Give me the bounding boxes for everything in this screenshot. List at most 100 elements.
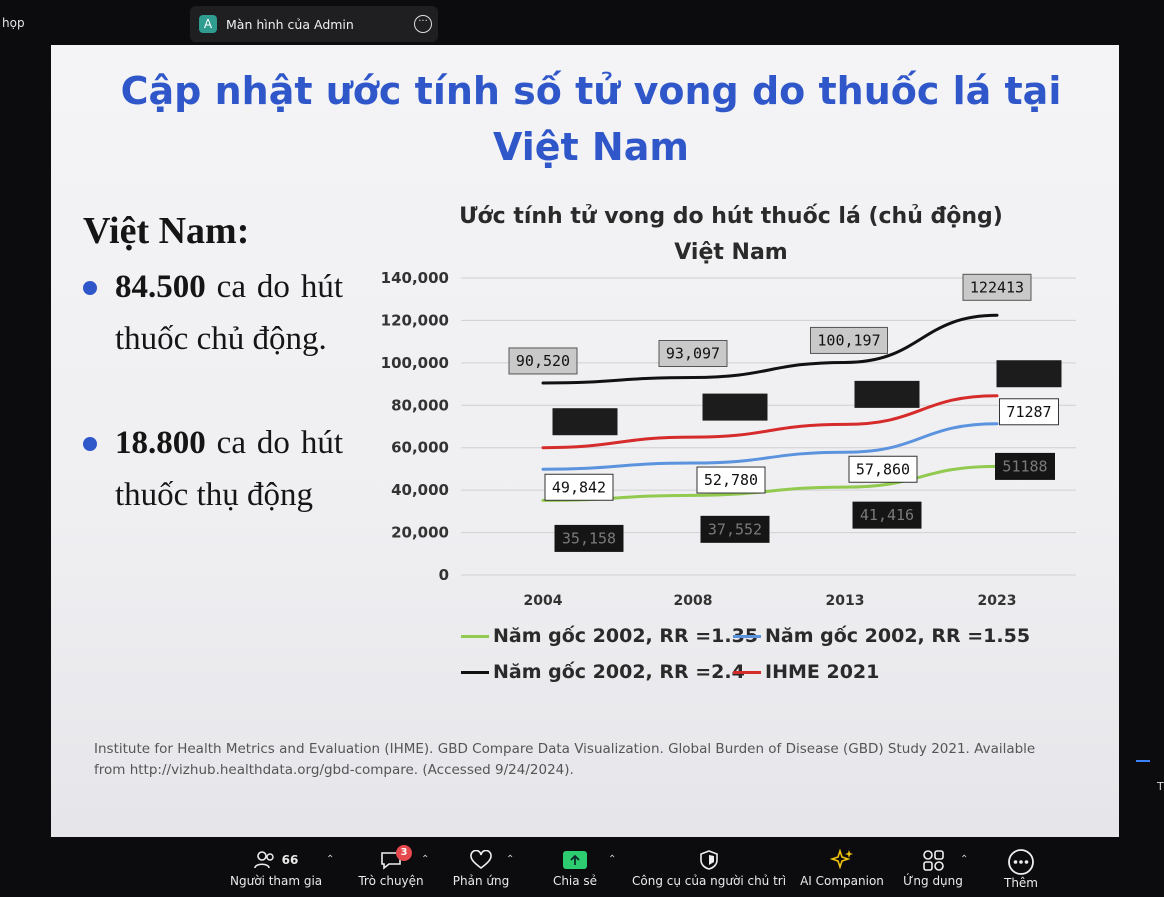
share-screen-icon xyxy=(563,851,587,869)
data-label: 100,197 xyxy=(817,331,880,349)
meeting-title-fragment: họp xyxy=(2,16,25,30)
data-label: 41,416 xyxy=(860,506,914,524)
bullet-dot-icon xyxy=(83,437,97,451)
chart-title: Ước tính tử vong do hút thuốc lá (chủ độ… xyxy=(431,199,1031,271)
bullet-dot-icon xyxy=(83,281,97,295)
citation-line2: from http://vizhub.healthdata.org/gbd-co… xyxy=(94,762,574,778)
reactions-button[interactable]: Phản ứng xyxy=(446,846,516,888)
x-tick-label: 2023 xyxy=(978,593,1017,609)
data-label: 37,552 xyxy=(708,520,762,538)
y-tick-label: 120,000 xyxy=(381,311,449,329)
legend-label: Năm gốc 2002, RR =1.55 xyxy=(765,625,1031,647)
chat-label: Trò chuyện xyxy=(358,874,424,888)
data-label-box xyxy=(552,408,618,436)
legend-item-rr135: Năm gốc 2002, RR =1.35 xyxy=(461,625,758,647)
bullet-active-smoking: 84.500 ca do hút thuốc chủ động. xyxy=(83,261,343,365)
host-tools-button[interactable]: Công cụ của người chủ trì xyxy=(632,846,786,888)
bullet-number: 84.500 xyxy=(115,269,206,305)
shield-icon xyxy=(700,850,718,870)
apps-icon xyxy=(923,850,944,871)
bullet-number: 18.800 xyxy=(115,425,206,461)
data-label-box xyxy=(996,360,1062,388)
data-label-box xyxy=(810,326,888,354)
reactions-caret-icon[interactable]: ⌃ xyxy=(506,854,515,865)
data-label: 57,860 xyxy=(856,460,910,478)
data-label-box xyxy=(702,393,768,421)
reactions-label: Phản ứng xyxy=(452,874,510,888)
legend-label: Năm gốc 2002, RR =1.35 xyxy=(493,625,759,647)
slide-title-line1: Cập nhật ước tính số tử vong do thuốc lá… xyxy=(120,69,1062,113)
participants-label: Người tham gia xyxy=(230,874,323,888)
bullet-text: ca do hút thuốc thụ động xyxy=(115,425,343,513)
line-chart: 0 20,000 40,000 60,000 80,000 100,000 120,000 1… xyxy=(381,269,1076,609)
slide-title: Cập nhật ước tính số tử vong do thuốc lá… xyxy=(111,63,1071,175)
data-label-box xyxy=(696,466,766,494)
slide-title-line2: Việt Nam xyxy=(493,125,689,169)
share-screen-label: Chia sẻ xyxy=(552,874,598,888)
data-label-box xyxy=(544,473,614,501)
legend-swatch xyxy=(733,634,761,638)
participants-button[interactable]: 66 Người tham gia xyxy=(230,846,322,888)
apps-label: Ứng dụng xyxy=(903,874,963,888)
sparkle-icon xyxy=(830,848,853,870)
x-tick-label: 2008 xyxy=(674,593,713,609)
share-screen-button[interactable]: Chia sẻ xyxy=(540,846,610,888)
screen-share-indicator[interactable]: A Màn hình của Admin ··· xyxy=(190,6,438,42)
data-label-box xyxy=(508,347,578,375)
data-label: 51188 xyxy=(1002,457,1047,475)
participants-caret-icon[interactable]: ⌃ xyxy=(326,854,335,865)
side-indicator xyxy=(1136,760,1150,762)
more-icon xyxy=(1008,849,1034,875)
data-label-box xyxy=(854,380,920,408)
data-label: 49,842 xyxy=(552,478,606,496)
bullet-text: ca do hút thuốc chủ động. xyxy=(115,269,343,357)
data-label-box xyxy=(962,273,1032,301)
citation: Institute for Health Metrics and Evaluat… xyxy=(94,739,1084,781)
ai-companion-button[interactable]: AI Companion xyxy=(798,846,886,888)
heart-icon xyxy=(470,850,492,870)
chat-caret-icon[interactable]: ⌃ xyxy=(421,854,430,865)
data-label-box xyxy=(700,515,770,543)
legend-label: IHME 2021 xyxy=(765,661,880,683)
data-label-box xyxy=(658,340,728,368)
data-label: 35,158 xyxy=(562,529,616,547)
chat-badge: 3 xyxy=(396,845,412,861)
share-title: Màn hình của Admin xyxy=(226,16,354,32)
data-label-box xyxy=(848,455,918,483)
participants-icon xyxy=(253,851,274,869)
y-tick-label: 100,000 xyxy=(381,354,449,372)
side-text-fragment: T xyxy=(1157,780,1164,793)
legend-item-ihme: IHME 2021 xyxy=(733,661,879,683)
participants-count: 66 xyxy=(281,853,299,867)
data-label: 71287 xyxy=(1006,403,1051,421)
x-tick-label: 2004 xyxy=(524,593,563,609)
meeting-toolbar: 66 Người tham gia ⌃ Trò chuyện 3 ⌃ Phản … xyxy=(0,840,1164,897)
legend-label: Năm gốc 2002, RR =2.4 xyxy=(493,661,745,683)
more-button[interactable]: Thêm xyxy=(990,848,1052,890)
share-caret-icon[interactable]: ⌃ xyxy=(608,854,617,865)
series-line-2 xyxy=(541,313,999,385)
legend-swatch xyxy=(461,634,489,638)
more-options-icon[interactable]: ··· xyxy=(414,15,432,33)
apps-caret-icon[interactable]: ⌃ xyxy=(960,854,969,865)
apps-button[interactable]: Ứng dụng xyxy=(898,846,968,888)
chart-title-line1: Ước tính tử vong do hút thuốc lá (chủ độ… xyxy=(459,204,1003,229)
legend-swatch xyxy=(461,670,489,674)
legend-item-rr155: Năm gốc 2002, RR =1.55 xyxy=(733,625,1030,647)
shared-slide: Cập nhật ước tính số tử vong do thuốc lá… xyxy=(51,45,1119,837)
y-tick-label: 80,000 xyxy=(391,396,449,414)
data-label: 90,520 xyxy=(516,352,570,370)
data-label-box xyxy=(999,398,1059,426)
series-line-0 xyxy=(541,464,999,502)
y-tick-label: 140,000 xyxy=(381,269,449,287)
citation-line1: Institute for Health Metrics and Evaluat… xyxy=(94,741,1036,757)
legend-swatch xyxy=(733,670,761,674)
host-tools-label: Công cụ của người chủ trì xyxy=(632,874,787,888)
presenter-avatar: A xyxy=(199,15,217,33)
y-tick-label: 0 xyxy=(439,566,449,584)
data-label-box xyxy=(852,501,922,529)
data-label: 93,097 xyxy=(666,345,720,363)
data-label-box xyxy=(995,452,1055,480)
chat-button[interactable]: Trò chuyện xyxy=(356,846,426,888)
more-label: Thêm xyxy=(1003,876,1038,890)
